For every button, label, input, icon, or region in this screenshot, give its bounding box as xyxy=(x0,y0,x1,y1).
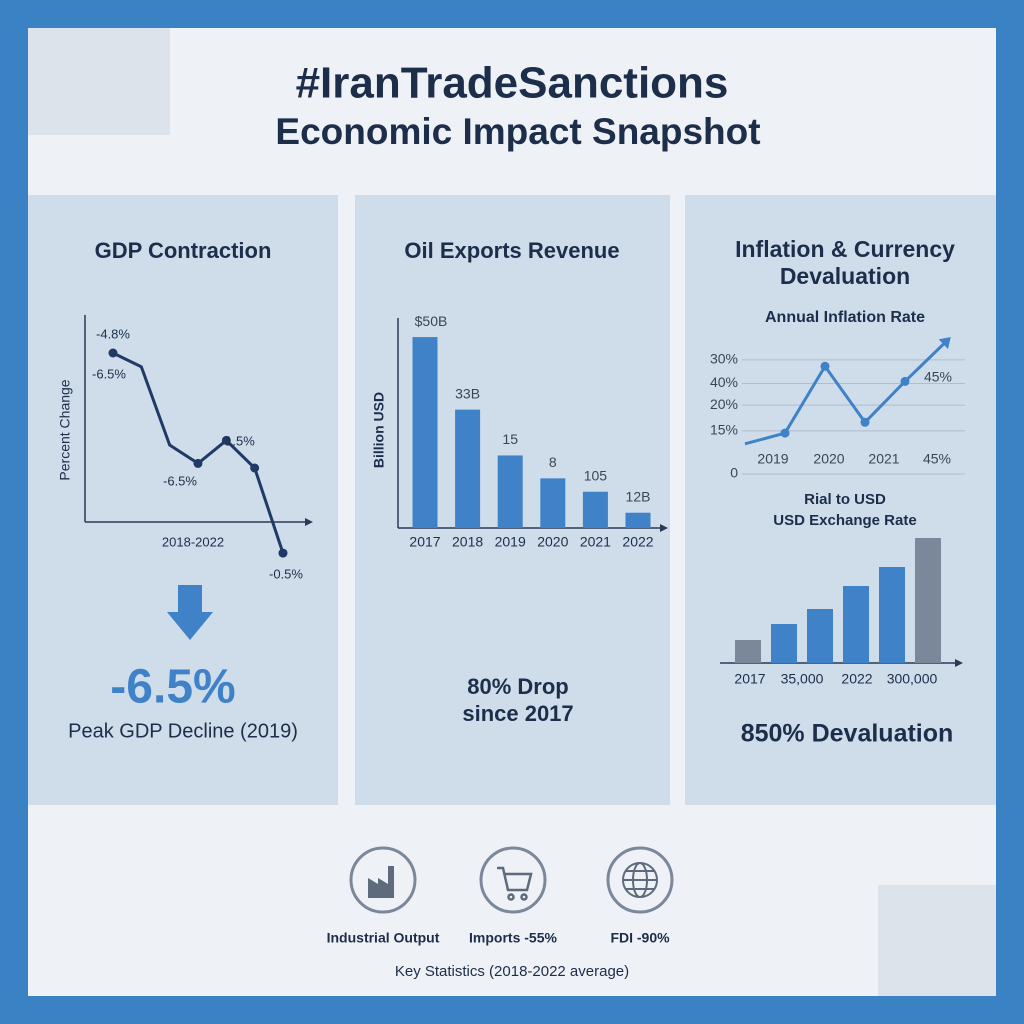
decor-square xyxy=(28,28,170,135)
y-tick-label: 40% xyxy=(710,374,738,390)
x-tick-label: 2017 xyxy=(409,534,440,550)
point xyxy=(820,361,830,371)
bar xyxy=(540,478,566,528)
panel-title: Oil Exports Revenue xyxy=(404,238,619,263)
bar xyxy=(455,409,481,528)
x-tick-label: 2017 xyxy=(734,671,765,687)
y-axis-label: Percent Change xyxy=(57,379,73,480)
cart-icon xyxy=(497,866,533,901)
x-tick-label: 2019 xyxy=(495,534,526,550)
point xyxy=(193,458,203,468)
caption: 80% Drop xyxy=(467,674,568,699)
axis-arrow xyxy=(305,518,313,526)
bar xyxy=(915,538,941,663)
icons xyxy=(349,846,674,914)
panel-title: Devaluation xyxy=(780,263,910,289)
bar-label: $50B xyxy=(415,313,448,329)
x-tick-label: 2021 xyxy=(580,534,611,550)
point xyxy=(900,376,910,386)
bar-label: 15 xyxy=(502,431,518,447)
panel-title: GDP Contraction xyxy=(95,238,272,263)
chart-title: Annual Inflation Rate xyxy=(765,309,925,326)
factory-icon xyxy=(368,866,394,898)
stat-label: FDI -90% xyxy=(610,930,670,946)
annotation: -6.5% xyxy=(163,473,197,488)
stat-label: Industrial Output xyxy=(327,930,440,946)
chart-title: USD Exchange Rate xyxy=(773,512,916,529)
icon-ring xyxy=(479,846,547,914)
footer-note: Key Statistics (2018-2022 average) xyxy=(395,963,629,980)
icon-ring xyxy=(349,846,417,914)
bar-label: 105 xyxy=(584,467,608,483)
bar xyxy=(625,512,651,528)
bar xyxy=(735,640,761,663)
bar xyxy=(879,567,905,663)
point xyxy=(860,417,870,427)
stat-label: Imports -55% xyxy=(469,930,557,946)
annotation: 1.5% xyxy=(225,433,255,448)
bar xyxy=(497,455,523,528)
y-tick-label: 20% xyxy=(710,396,738,412)
annotation: -0.5% xyxy=(269,566,303,581)
annotation: -6.5% xyxy=(92,366,126,381)
annotation: 45% xyxy=(924,369,952,385)
panel xyxy=(28,195,338,805)
bar xyxy=(843,586,869,663)
x-tick-label: 300,000 xyxy=(887,671,938,687)
axis-arrow xyxy=(955,659,963,667)
x-tick-label: 2018 xyxy=(452,534,483,550)
subtitle: Economic Impact Snapshot xyxy=(275,111,760,152)
y-tick-label: 0 xyxy=(730,465,738,481)
x-tick-label: 2021 xyxy=(868,451,899,467)
caption: Peak GDP Decline (2019) xyxy=(68,720,298,742)
x-tick-label: 45% xyxy=(923,451,951,467)
point xyxy=(108,348,118,358)
arrow-head xyxy=(938,337,951,349)
point xyxy=(780,428,790,438)
x-tick-label: 2022 xyxy=(841,671,872,687)
bar xyxy=(412,337,438,528)
bar-label: 12B xyxy=(626,488,651,504)
x-tick-label: 2020 xyxy=(813,451,844,467)
globe-icon xyxy=(622,862,658,898)
x-tick-label: 35,000 xyxy=(781,671,824,687)
bar xyxy=(582,491,608,528)
bar-label: 33B xyxy=(455,385,480,401)
panel-title: Inflation & Currency xyxy=(735,236,955,262)
x-axis-label: 2018-2022 xyxy=(162,534,224,549)
y-axis-label: Billion USD xyxy=(371,392,387,468)
title: #IranTradeSanctions xyxy=(296,59,729,108)
x-tick-label: 2020 xyxy=(537,534,568,550)
y-tick-label: 30% xyxy=(710,351,738,367)
bar xyxy=(771,624,797,663)
y-tick-label: 15% xyxy=(710,422,738,438)
bar-label: 8 xyxy=(549,454,557,470)
point xyxy=(250,463,260,473)
axis-arrow xyxy=(660,524,668,532)
chart-title: Rial to USD xyxy=(804,491,886,508)
line xyxy=(744,341,947,446)
annotation: -4.8% xyxy=(96,326,130,341)
x-tick-label: 2019 xyxy=(757,451,788,467)
panel xyxy=(685,195,996,805)
down-arrow xyxy=(167,585,213,640)
icon-ring xyxy=(606,846,674,914)
x-tick-label: 2022 xyxy=(622,534,653,550)
bar xyxy=(807,609,833,663)
decor-square xyxy=(878,885,996,996)
point xyxy=(278,548,288,558)
stat: -6.5% xyxy=(110,661,235,714)
point xyxy=(221,435,231,445)
caption: 850% Devaluation xyxy=(741,720,954,748)
caption: since 2017 xyxy=(462,701,573,726)
